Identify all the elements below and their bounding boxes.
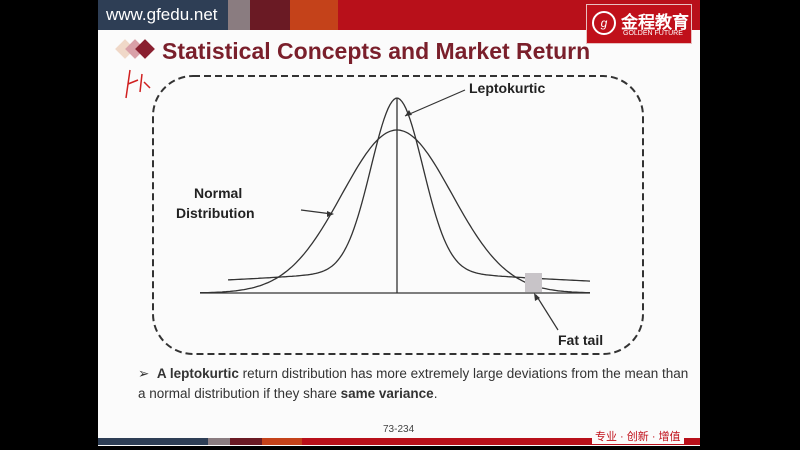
header-bar-navy (98, 0, 228, 30)
header-bar-gray (228, 0, 250, 30)
leptokurtic-arrow (404, 89, 466, 117)
footer-bar-red (302, 438, 700, 445)
slide: www.gfedu.net g 金程教育 GOLDEN FUTURE Stati… (98, 0, 700, 446)
decor-layer (115, 39, 644, 355)
footer-bar-maroon (230, 438, 262, 445)
header-bar-orange (290, 0, 338, 30)
diamond-bullet-icon (115, 39, 155, 59)
dashed-frame (152, 75, 644, 355)
header-bar-maroon (250, 0, 290, 30)
slide-title: Statistical Concepts and Market Return (162, 38, 591, 64)
slogan: 专业 · 创新 · 增值 (592, 428, 684, 444)
normal-arrow (300, 209, 333, 215)
footer-bar-orange (262, 438, 302, 445)
bold-term: A leptokurtic (156, 366, 239, 381)
normal-curve (200, 129, 591, 294)
website-url: www.gfedu.net (106, 5, 218, 24)
bullet-text: ➢ A leptokurtic return distribution has … (138, 364, 698, 404)
label-leptokurtic: Leptokurtic (469, 80, 546, 96)
footer-bar-navy (98, 438, 208, 445)
bold-term-2: same variance (340, 386, 434, 401)
label-distribution: Distribution (176, 205, 255, 221)
leptokurtic-curve (227, 97, 591, 282)
fat-tail-highlight (525, 273, 542, 292)
label-fat-tail: Fat tail (558, 332, 604, 348)
footer-bar-gray (208, 438, 230, 445)
page-number: 73-234 (383, 424, 415, 435)
logo: g 金程教育 GOLDEN FUTURE (586, 4, 692, 44)
label-normal: Normal (194, 185, 243, 201)
logo-seal-icon: g (592, 11, 616, 35)
body-text: return distribution has more extremely l… (138, 366, 689, 401)
arrow-bullet-icon: ➢ (138, 366, 157, 381)
logo-en: GOLDEN FUTURE (623, 30, 683, 37)
handwritten-mark (125, 69, 151, 99)
logo-cn: 金程教育 (621, 13, 689, 32)
fat-tail-arrow (535, 294, 559, 331)
period: . (433, 386, 438, 401)
